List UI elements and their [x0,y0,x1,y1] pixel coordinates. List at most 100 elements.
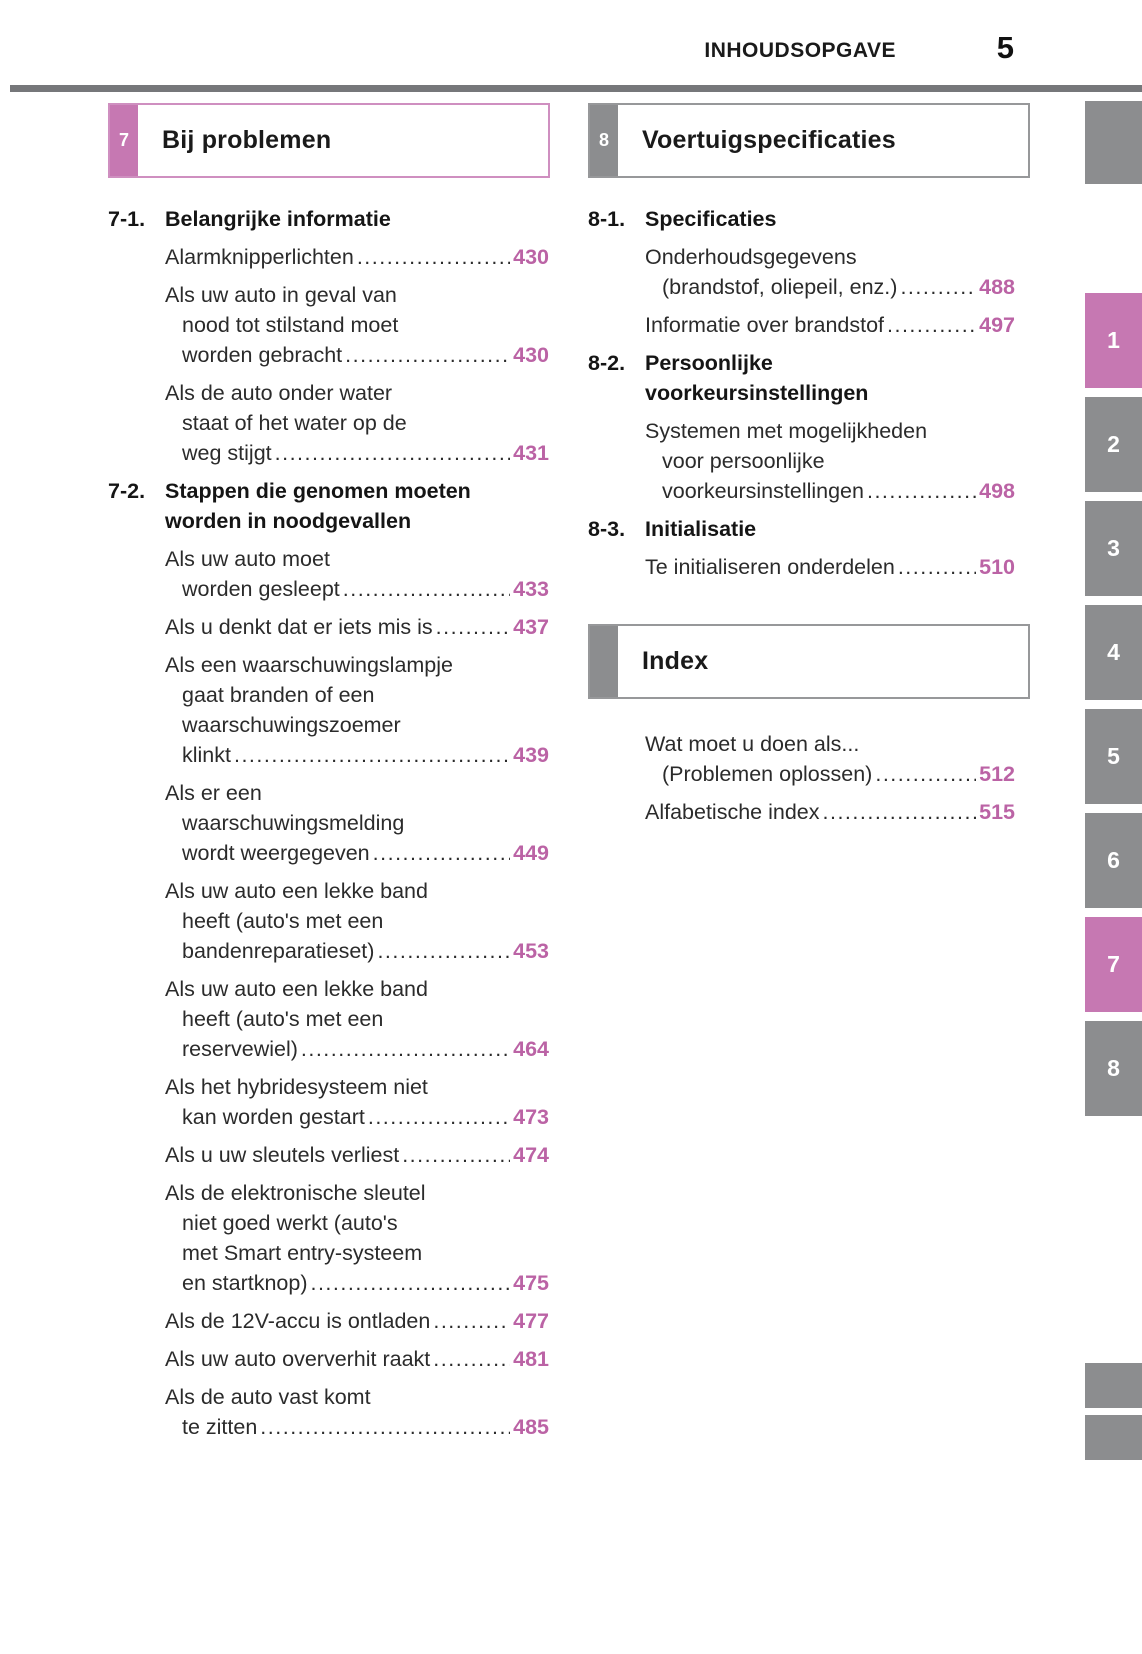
toc-section-heading: 8-3. Initialisatie [588,514,1015,544]
dot-leader: ........................................… [274,441,511,465]
index-title: Index [642,647,709,675]
toc-entry: Alfabetische index......................… [645,797,1015,827]
dot-leader: ........................................… [233,743,511,767]
toc-entry-line: niet goed werkt (auto's [182,1211,398,1235]
toc-entry-lastline: kan worden gestart......................… [165,1102,549,1132]
toc-section-number: 8-3. [588,517,626,541]
toc-entry-text: Als u denkt dat er iets mis is [165,615,433,639]
toc-entry-text: te zitten [182,1415,258,1439]
dot-leader: ........................................… [342,577,510,601]
toc-section: 7-2. Stappen die genomen moeten worden in … [108,476,549,1442]
toc-entry-lastline: klinkt..................................… [165,740,549,770]
side-tab-blank-top [1085,101,1142,184]
toc-page-number: 453 [513,939,549,963]
side-tab-chapter-4: 4 [1085,605,1142,700]
toc-section-heading: 7-2. Stappen die genomen moeten worden in … [108,476,549,536]
toc-entry-lastline: worden gesleept.........................… [165,574,549,604]
toc-section: 8-2. Persoonlijke voorkeursinstellingen Sys… [588,348,1015,506]
toc-entry: Als het hybridesysteem niet kan worden ge… [165,1072,549,1132]
toc-page-number: 498 [979,479,1015,503]
toc-page-number: 474 [513,1143,549,1167]
toc-entry: Als uw auto een lekke band heeft (auto's … [165,974,549,1064]
toc-section-number: 7-2. [108,479,146,503]
side-tab-chapter-7: 7 [1085,917,1142,1012]
toc-column-right: 8 Voertuigspecificaties 8-1. Specificatie… [588,103,1030,835]
toc-page-number: 512 [979,762,1015,786]
toc-entry-text: weg stijgt [182,441,272,465]
dot-leader: ........................................… [435,615,511,639]
toc-entry-text: Alfabetische index [645,800,820,824]
dot-leader: ........................................… [345,343,510,367]
toc-section-title: Specificaties [645,204,776,234]
side-tab-chapter-3: 3 [1085,501,1142,596]
toc-entry-lastline: Als de 12V-accu is ontladen.............… [165,1306,549,1336]
header-divider [10,85,1142,92]
toc-entry: Als er een waarschuwingsmelding wordt weer… [165,778,549,868]
toc-entry-lastline: worden gebracht.........................… [165,340,549,370]
toc-entry-line: met Smart entry-systeem [182,1241,423,1265]
side-tab-chapter-6: 6 [1085,813,1142,908]
side-tab-blank-bottom [1085,1415,1142,1460]
dot-leader: ........................................… [372,841,511,865]
dot-leader: ........................................… [310,1271,510,1295]
toc-entry-line: Als de auto onder water [165,381,393,405]
index-box: Index [588,624,1030,699]
toc-entry: Als u denkt dat er iets mis is..........… [165,612,549,642]
side-tab-chapter-5: 5 [1085,709,1142,804]
dot-leader: ........................................… [300,1037,511,1061]
toc-entry-text: kan worden gestart [182,1105,365,1129]
toc-entry-line: heeft (auto's met een [182,1007,384,1031]
index-entries: Wat moet u doen als... (Problemen oplosse… [588,729,1015,827]
toc-entry-line: Onderhoudsgegevens [645,245,857,269]
toc-page-number: 464 [513,1037,549,1061]
toc-section-number: 8-1. [588,207,626,231]
toc-entry-text: Te initialiseren onderdelen [645,555,895,579]
toc-page-number: 433 [513,577,549,601]
chapter-box-8: 8 Voertuigspecificaties [588,103,1030,178]
toc-page-number: 439 [513,743,549,767]
toc-page-number: 488 [979,275,1015,299]
toc-entry-line: staat of het water op de [182,411,407,435]
toc-entry: Te initialiseren onderdelen.............… [645,552,1015,582]
toc-page-number: 430 [513,245,549,269]
dot-leader: ........................................… [433,1309,510,1333]
toc-entry-text: Als de 12V-accu is ontladen [165,1309,431,1333]
toc-entry-text: en startknop) [182,1271,308,1295]
toc-entry: Als de auto onder water staat of het wate… [165,378,549,468]
dot-leader: ........................................… [822,800,977,824]
chapter-7-title: Bij problemen [162,126,332,154]
toc-section-heading: 7-1. Belangrijke informatie [108,204,549,234]
toc-entry-lastline: bandenreparatieset).....................… [165,936,549,966]
toc-page-number: 473 [513,1105,549,1129]
dot-leader: ........................................… [866,479,977,503]
toc-section-title: Stappen die genomen moeten worden in nood… [165,476,471,536]
toc-section: 8-3. Initialisatie Te initialiseren onderd… [588,514,1015,582]
dot-leader: ........................................… [433,1347,510,1371]
toc-entry-lastline: wordt weergegeven.......................… [165,838,549,868]
toc-entry: Als uw auto in geval van nood tot stilsta… [165,280,549,370]
toc-page-number: 481 [513,1347,549,1371]
chapter-8-title: Voertuigspecificaties [642,126,896,154]
toc-entry-line: heeft (auto's met een [182,909,384,933]
toc-entry-line: Wat moet u doen als... [645,732,860,756]
toc-page-number: 510 [979,555,1015,579]
toc-section: 7-1. Belangrijke informatie Alarmknipperli… [108,204,549,468]
toc-section: 8-1. Specificaties Onderhoudsgegevens (bran… [588,204,1015,340]
toc-entry: Als u uw sleutels verliest..............… [165,1140,549,1170]
toc-entry-lastline: Alfabetische index......................… [645,797,1015,827]
dot-leader: ........................................… [887,313,977,337]
toc-entry-text: wordt weergegeven [182,841,370,865]
toc-entry-line: Als de auto vast komt [165,1385,371,1409]
toc-entry-line: Als uw auto in geval van [165,283,397,307]
toc-section-title-line: Stappen die genomen moeten [165,479,471,503]
toc-entry-line: Als uw auto moet [165,547,330,571]
index-tab [590,626,618,697]
toc-entry-lastline: (Problemen oplossen)....................… [645,759,1015,789]
toc-section-title: Persoonlijke voorkeursinstellingen [645,348,868,408]
toc-entry-list: Te initialiseren onderdelen.............… [588,552,1015,582]
toc-entry-list: Alarmknipperlichten.....................… [108,242,549,468]
toc-entry-text: Als u uw sleutels verliest [165,1143,400,1167]
side-tab-chapter-1: 1 [1085,293,1142,388]
toc-entry-line: waarschuwingszoemer [182,713,401,737]
toc-entry-lastline: weg stijgt..............................… [165,438,549,468]
